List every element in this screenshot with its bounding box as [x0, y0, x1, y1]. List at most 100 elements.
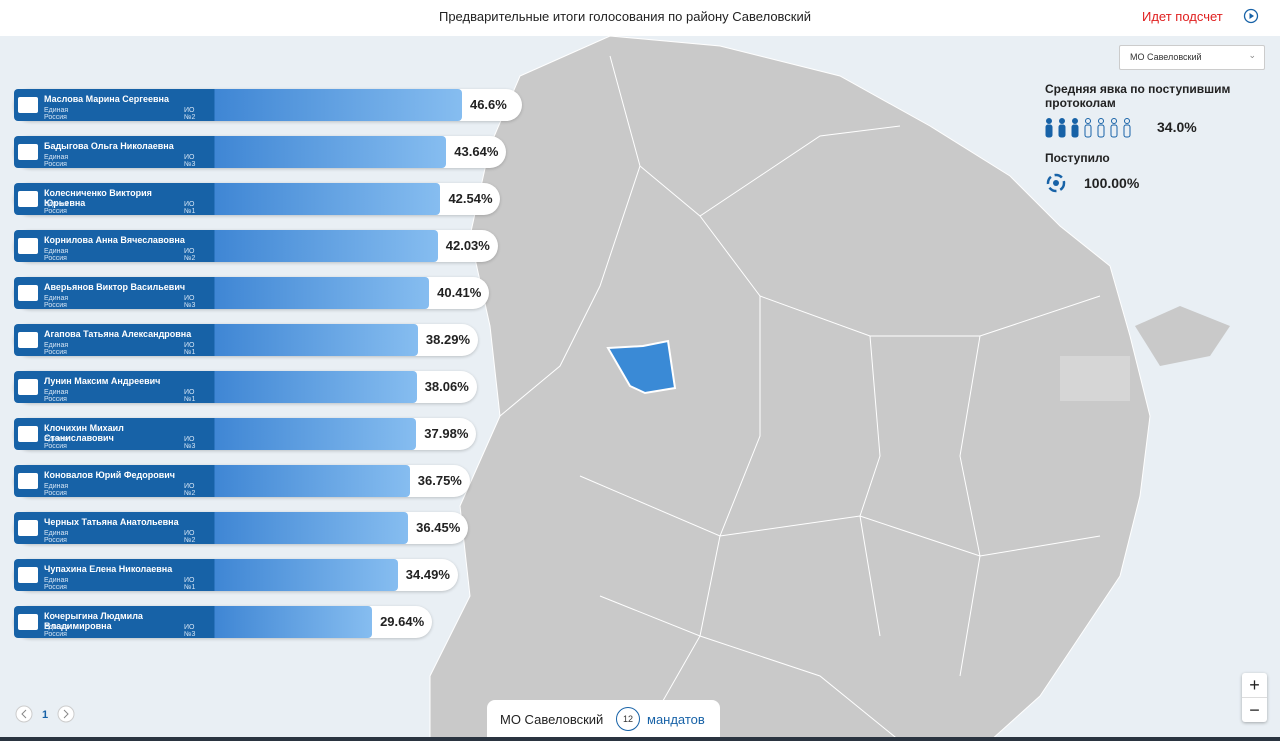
candidate-district: ИО №2 [184, 483, 196, 497]
footer-district: МО Савеловский [500, 712, 604, 727]
party-logo [18, 567, 38, 583]
map-borders [499, 55, 1101, 741]
header: Предварительные итоги голосования по рай… [0, 0, 1280, 36]
percent-bar [14, 606, 373, 638]
percent-label: 43.64% [454, 144, 499, 159]
percent-label: 34.49% [405, 567, 450, 582]
candidate-district: ИО №2 [184, 248, 196, 262]
person-icon [1097, 118, 1105, 138]
candidate-name: Бадыгова Ольга Николаевна [44, 141, 174, 151]
candidate-district: ИО №3 [184, 295, 196, 309]
percent-label: 29.64% [380, 614, 425, 629]
received-label: Поступило [1045, 151, 1110, 165]
page-title: Предварительные итоги голосования по рай… [438, 9, 812, 24]
person-icon [1084, 118, 1092, 138]
percent-label: 40.41% [437, 285, 482, 300]
candidate-party: Единая Россия [44, 389, 69, 403]
candidate-district: ИО №1 [184, 577, 196, 591]
map-area [429, 36, 1151, 741]
percent-label: 36.75% [417, 473, 462, 488]
percent-label: 42.03% [445, 238, 490, 253]
person-icon [1110, 118, 1118, 138]
party-logo [18, 238, 38, 254]
party-logo [18, 520, 38, 536]
person-icon [1058, 118, 1066, 138]
page-number: 1 [42, 709, 48, 721]
pagination: 1 [15, 705, 75, 723]
candidate-district: ИО №3 [184, 436, 196, 450]
turnout-label: Средняя явка по поступившим протоколам [1045, 82, 1231, 110]
candidate-name: Агапова Татьяна Александровна [44, 329, 192, 339]
candidate-party: Единая Россия [44, 201, 69, 215]
percent-bar [14, 324, 418, 356]
candidate-name: Маслова Марина Сергеевна [44, 94, 169, 104]
candidate-party: Единая Россия [44, 436, 69, 450]
candidate-district: ИО №2 [184, 530, 196, 544]
party-logo [18, 426, 38, 442]
candidate-name: Коновалов Юрий Федорович [44, 470, 176, 480]
percent-bar [14, 512, 409, 544]
candidate-party: Единая Россия [44, 107, 69, 121]
candidate-party: Единая Россия [44, 342, 69, 356]
percent-label: 37.98% [424, 426, 469, 441]
candidate-party: Единая Россия [44, 577, 69, 591]
candidate-name: Корнилова Анна Вячеславовна [44, 235, 185, 245]
candidate-district: ИО №1 [184, 389, 196, 403]
party-logo [18, 285, 38, 301]
percent-bar [14, 371, 417, 403]
mandates-count: 12 [616, 707, 640, 731]
party-logo [18, 97, 38, 113]
candidate-name: Аверьянов Виктор Васильевич [44, 282, 186, 292]
percent-label: 38.06% [424, 379, 469, 394]
candidate-party: Единая Россия [44, 154, 69, 168]
caret: ⌄ [1248, 50, 1256, 60]
candidate-district: ИО №3 [184, 154, 196, 168]
received-icon [1046, 173, 1066, 193]
zoom-controls: + − [1242, 673, 1267, 722]
highlighted-district [606, 339, 677, 395]
map-area [1135, 306, 1230, 366]
received-value: 100.00% [1084, 175, 1140, 191]
status: Идет подсчет [1142, 9, 1223, 24]
candidate-party: Единая Россия [44, 624, 69, 638]
candidate-name: Черных Татьяна Анатольевна [44, 517, 179, 527]
candidate-party: Единая Россия [44, 248, 69, 262]
bottom-strip [0, 737, 1280, 741]
percent-bar [14, 418, 417, 450]
zoom-out[interactable]: − [1249, 700, 1260, 720]
party-logo [18, 144, 38, 160]
prev-page[interactable] [15, 705, 33, 723]
percent-bar [14, 230, 438, 262]
turnout-value: 34.0% [1157, 119, 1197, 135]
candidate-name: Колесниченко Виктория Юрьевна [44, 188, 152, 208]
candidate-district: ИО №2 [184, 107, 196, 121]
next-page[interactable] [57, 705, 75, 723]
percent-bar [14, 89, 462, 121]
percent-bar [14, 559, 398, 591]
footer-box: МО Савеловский 12 мандатов [487, 700, 720, 738]
district-select[interactable]: МО Савеловский ⌄ [1119, 45, 1265, 70]
percent-label: 46.6% [469, 97, 507, 112]
person-icon [1123, 118, 1131, 138]
percent-bar [14, 136, 447, 168]
percent-bar [14, 465, 410, 497]
person-icon [1045, 118, 1053, 138]
candidate-district: ИО №1 [184, 201, 196, 215]
zoom-in[interactable]: + [1242, 673, 1267, 698]
play-button[interactable] [1243, 8, 1259, 24]
candidate-district: ИО №1 [184, 342, 196, 356]
candidate-party: Единая Россия [44, 530, 69, 544]
party-logo [18, 614, 38, 630]
select-value: МО Савеловский [1130, 52, 1202, 62]
party-logo [18, 473, 38, 489]
percent-bar [14, 183, 441, 215]
mandates-label: мандатов [647, 712, 705, 727]
candidate-name: Кочерыгина Людмила Владимировна [44, 611, 143, 631]
candidate-party: Единая Россия [44, 483, 69, 497]
candidate-district: ИО №3 [184, 624, 196, 638]
candidate-name: Лунин Максим Андреевич [44, 376, 161, 386]
candidate-name: Клочихин Михаил Станиславович [44, 423, 124, 443]
party-logo [18, 191, 38, 207]
party-logo [18, 379, 38, 395]
